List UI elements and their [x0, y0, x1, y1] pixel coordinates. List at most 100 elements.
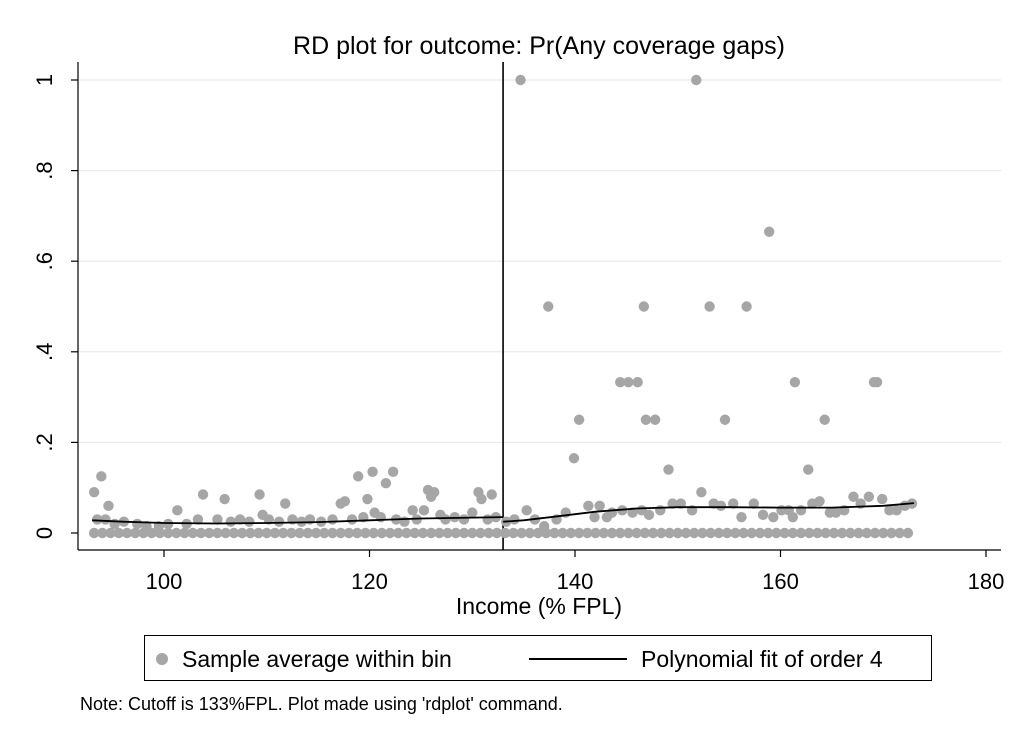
scatter-point-zero-69 — [656, 527, 667, 539]
legend-label-scatter: Sample average within bin — [182, 645, 452, 672]
scatter-point-3 — [103, 500, 114, 512]
scatter-point-zero-29 — [327, 527, 338, 539]
scatter-point-23 — [273, 516, 285, 527]
scatter-point-zero-78 — [730, 527, 741, 539]
scatter-point-zero-65 — [623, 527, 634, 539]
scatter-point-zero-15 — [212, 527, 223, 539]
scatter-point-57 — [486, 489, 497, 500]
scatter-point-113 — [830, 507, 842, 518]
scatter-point-82 — [640, 414, 652, 425]
chart-title: RD plot for outcome: Pr(Any coverage gap… — [293, 32, 785, 60]
scatter-point-16 — [219, 493, 230, 505]
scatter-point-60 — [509, 514, 520, 525]
scatter-point-72 — [594, 500, 605, 512]
scatter-point-117 — [863, 491, 875, 502]
scatter-point-108 — [803, 464, 814, 475]
scatter-point-zero-89 — [820, 527, 831, 539]
scatter-point-zero-74 — [697, 527, 708, 539]
legend-item-fit: Polynomial fit of order 4 — [529, 636, 883, 682]
scatter-point-79 — [632, 376, 643, 388]
scatter-point-zero-72 — [680, 527, 692, 539]
scatter-point-zero-1 — [97, 527, 108, 539]
y-tick-label-3: .6 — [32, 252, 57, 270]
scatter-point-99 — [748, 498, 759, 509]
scatter-point-24 — [280, 498, 291, 509]
scatter-point-2 — [96, 471, 107, 482]
scatter-point-101 — [763, 226, 775, 237]
scatter-point-20 — [254, 489, 265, 500]
scatter-point-zero-31 — [343, 527, 355, 539]
scatter-point-94 — [715, 500, 727, 512]
scatter-point-zero-71 — [672, 527, 683, 539]
scatter-point-97 — [736, 511, 747, 523]
scatter-point-zero-25 — [294, 527, 305, 539]
scatter-point-zero-57 — [557, 527, 568, 539]
scatter-point-96 — [728, 498, 739, 509]
x-tick-label-0: 100 — [146, 569, 183, 594]
scatter-point-zero-32 — [351, 527, 363, 539]
x-tick-label-4: 180 — [968, 569, 1005, 594]
scatter-point-zero-30 — [335, 527, 346, 539]
scatter-point-121 — [884, 505, 895, 516]
legend-marker-dot — [156, 653, 168, 665]
scatter-point-zero-88 — [812, 527, 823, 539]
scatter-point-zero-12 — [187, 527, 198, 539]
scatter-point-zero-37 — [393, 527, 404, 539]
scatter-point-91 — [696, 487, 707, 498]
scatter-point-zero-24 — [286, 527, 297, 539]
scatter-point-zero-67 — [639, 527, 651, 539]
scatter-point-65 — [543, 301, 554, 312]
scatter-point-45 — [418, 505, 430, 516]
scatter-point-102 — [768, 511, 779, 523]
x-tick-label-2: 140 — [557, 569, 594, 594]
scatter-point-zero-54 — [532, 527, 544, 539]
scatter-point-75 — [615, 376, 626, 388]
y-tick-label-1: .2 — [32, 433, 57, 451]
scatter-point-zero-38 — [401, 527, 412, 539]
scatter-point-zero-5 — [130, 527, 141, 539]
scatter-point-1 — [92, 514, 103, 525]
scatter-point-18 — [234, 514, 246, 525]
scatter-point-42 — [399, 516, 410, 527]
scatter-point-77 — [623, 376, 634, 388]
scatter-point-zero-20 — [253, 527, 264, 539]
scatter-point-81 — [638, 301, 650, 312]
scatter-point-122 — [891, 505, 902, 516]
scatter-point-48 — [429, 487, 440, 498]
scatter-point-105 — [787, 511, 799, 523]
scatter-point-zero-84 — [779, 527, 790, 539]
scatter-point-zero-39 — [409, 527, 420, 539]
scatter-point-120 — [877, 493, 888, 505]
axes: 0 .2 .4 .6 .8 1 100 120 140 160 180 — [32, 62, 1004, 594]
scatter-point-zero-59 — [573, 527, 585, 539]
scatter-point-52 — [458, 514, 470, 525]
scatter-point-zero-79 — [738, 527, 749, 539]
scatter-point-50 — [440, 514, 451, 525]
scatter-point-29 — [327, 514, 338, 525]
scatter-point-zero-50 — [499, 527, 511, 539]
fit-line-segment-0 — [92, 516, 504, 525]
x-axis-label: Income (% FPL) — [456, 593, 622, 619]
scatter-point-zero-75 — [705, 527, 716, 539]
scatter-point-8 — [141, 521, 152, 532]
scatter-point-95 — [719, 414, 731, 425]
scatter-point-106 — [789, 376, 801, 388]
scatter-point-15 — [212, 514, 223, 525]
scatter-point-0 — [88, 487, 100, 498]
scatter-point-zero-43 — [442, 527, 453, 539]
scatter-point-zero-73 — [688, 527, 700, 539]
scatter-point-33 — [352, 471, 364, 482]
scatter-point-14 — [197, 489, 209, 500]
scatter-point-zero-99 — [902, 527, 914, 539]
scatter-point-zero-53 — [524, 527, 535, 539]
legend-item-scatter: Sample average within bin — [156, 636, 452, 682]
scatter-point-zero-52 — [516, 527, 527, 539]
scatter-point-36 — [367, 466, 378, 478]
scatter-point-85 — [655, 505, 666, 516]
scatter-point-zero-19 — [245, 527, 256, 539]
scatter-point-zero-82 — [762, 527, 774, 539]
scatter-point-55 — [476, 493, 487, 505]
scatter-point-zero-64 — [615, 527, 626, 539]
scatter-point-zero-23 — [277, 527, 289, 539]
scatter-point-zero-18 — [236, 527, 248, 539]
